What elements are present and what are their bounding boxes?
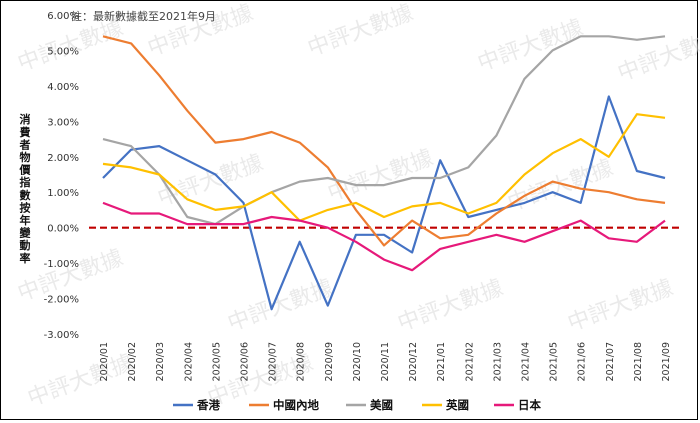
- y-tick-label: -1.00%: [44, 259, 79, 270]
- series-lines: [102, 35, 666, 311]
- watermark-text: 中評大數據: [395, 276, 507, 337]
- y-tick-label: 3.00%: [47, 117, 79, 128]
- x-axis-ticks: 2020/01 2020/02 2020/03 2020/04 2020/05 2020/…: [99, 342, 672, 381]
- legend-label: 美國: [370, 398, 393, 412]
- x-tick-label: 2020/02: [127, 342, 138, 381]
- x-tick-label: 2020/09: [324, 342, 335, 381]
- y-axis-ticks: -3.00% -2.00% -1.00% 0.00% 1.00% 2.00% 3.00% 4.…: [44, 11, 79, 341]
- x-tick-label: 2021/03: [492, 342, 503, 381]
- y-tick-label: 2.00%: [47, 153, 79, 164]
- x-tick-label: 2021/08: [633, 342, 644, 381]
- x-tick-label: 2021/05: [549, 342, 560, 381]
- series-line: [102, 201, 666, 272]
- x-tick-label: 2020/04: [183, 342, 194, 381]
- y-tick-label: 6.00%: [47, 11, 79, 22]
- x-tick-label: 2020/01: [99, 342, 110, 381]
- x-tick-label: 2021/09: [661, 342, 672, 381]
- watermark-text: 中評大數據: [305, 1, 417, 62]
- x-tick-label: 2021/06: [577, 342, 588, 381]
- y-tick-label: 4.00%: [47, 82, 79, 93]
- series-line: [102, 95, 666, 311]
- x-tick-label: 2021/04: [520, 342, 531, 381]
- legend-label: 英國: [445, 398, 469, 412]
- legend: 香港 中國內地 美國 英國 日本: [173, 398, 541, 412]
- watermark-text: 中評大數據: [565, 276, 677, 337]
- x-tick-label: 2020/05: [211, 342, 222, 381]
- x-tick-label: 2020/06: [240, 342, 251, 381]
- y-tick-label: -3.00%: [44, 330, 79, 341]
- y-tick-label: -2.00%: [44, 295, 79, 306]
- x-tick-label: 2020/03: [155, 342, 166, 381]
- y-tick-label: 1.00%: [47, 188, 79, 199]
- legend-label: 香港: [196, 398, 220, 412]
- x-tick-label: 2021/07: [605, 342, 616, 381]
- watermark-text: 中評大數據: [475, 16, 587, 77]
- chart-note: 註：最新數據截至2021年9月: [71, 9, 216, 23]
- x-tick-label: 2020/08: [296, 342, 307, 381]
- y-tick-label: 5.00%: [47, 46, 79, 57]
- series-line: [102, 35, 666, 247]
- watermark-text: 中評大數據: [25, 351, 137, 412]
- x-tick-label: 2020/11: [380, 342, 391, 381]
- watermark-text: 中評大數據: [325, 146, 437, 207]
- x-tick-label: 2020/07: [268, 342, 279, 381]
- legend-label: 中國內地: [273, 398, 319, 412]
- watermark-text: 中評大數據: [615, 26, 700, 87]
- series-line: [102, 113, 666, 222]
- x-tick-label: 2020/12: [408, 342, 419, 381]
- x-tick-label: 2020/10: [352, 342, 363, 381]
- x-tick-label: 2021/01: [436, 342, 447, 381]
- legend-label: 日本: [518, 398, 541, 412]
- x-tick-label: 2021/02: [464, 342, 475, 381]
- series-line: [102, 35, 666, 226]
- y-axis-label: 消費者物價指數按年變動率: [19, 112, 32, 265]
- watermark-text: 中評大數據: [505, 156, 617, 217]
- y-tick-label: 0.00%: [47, 224, 79, 235]
